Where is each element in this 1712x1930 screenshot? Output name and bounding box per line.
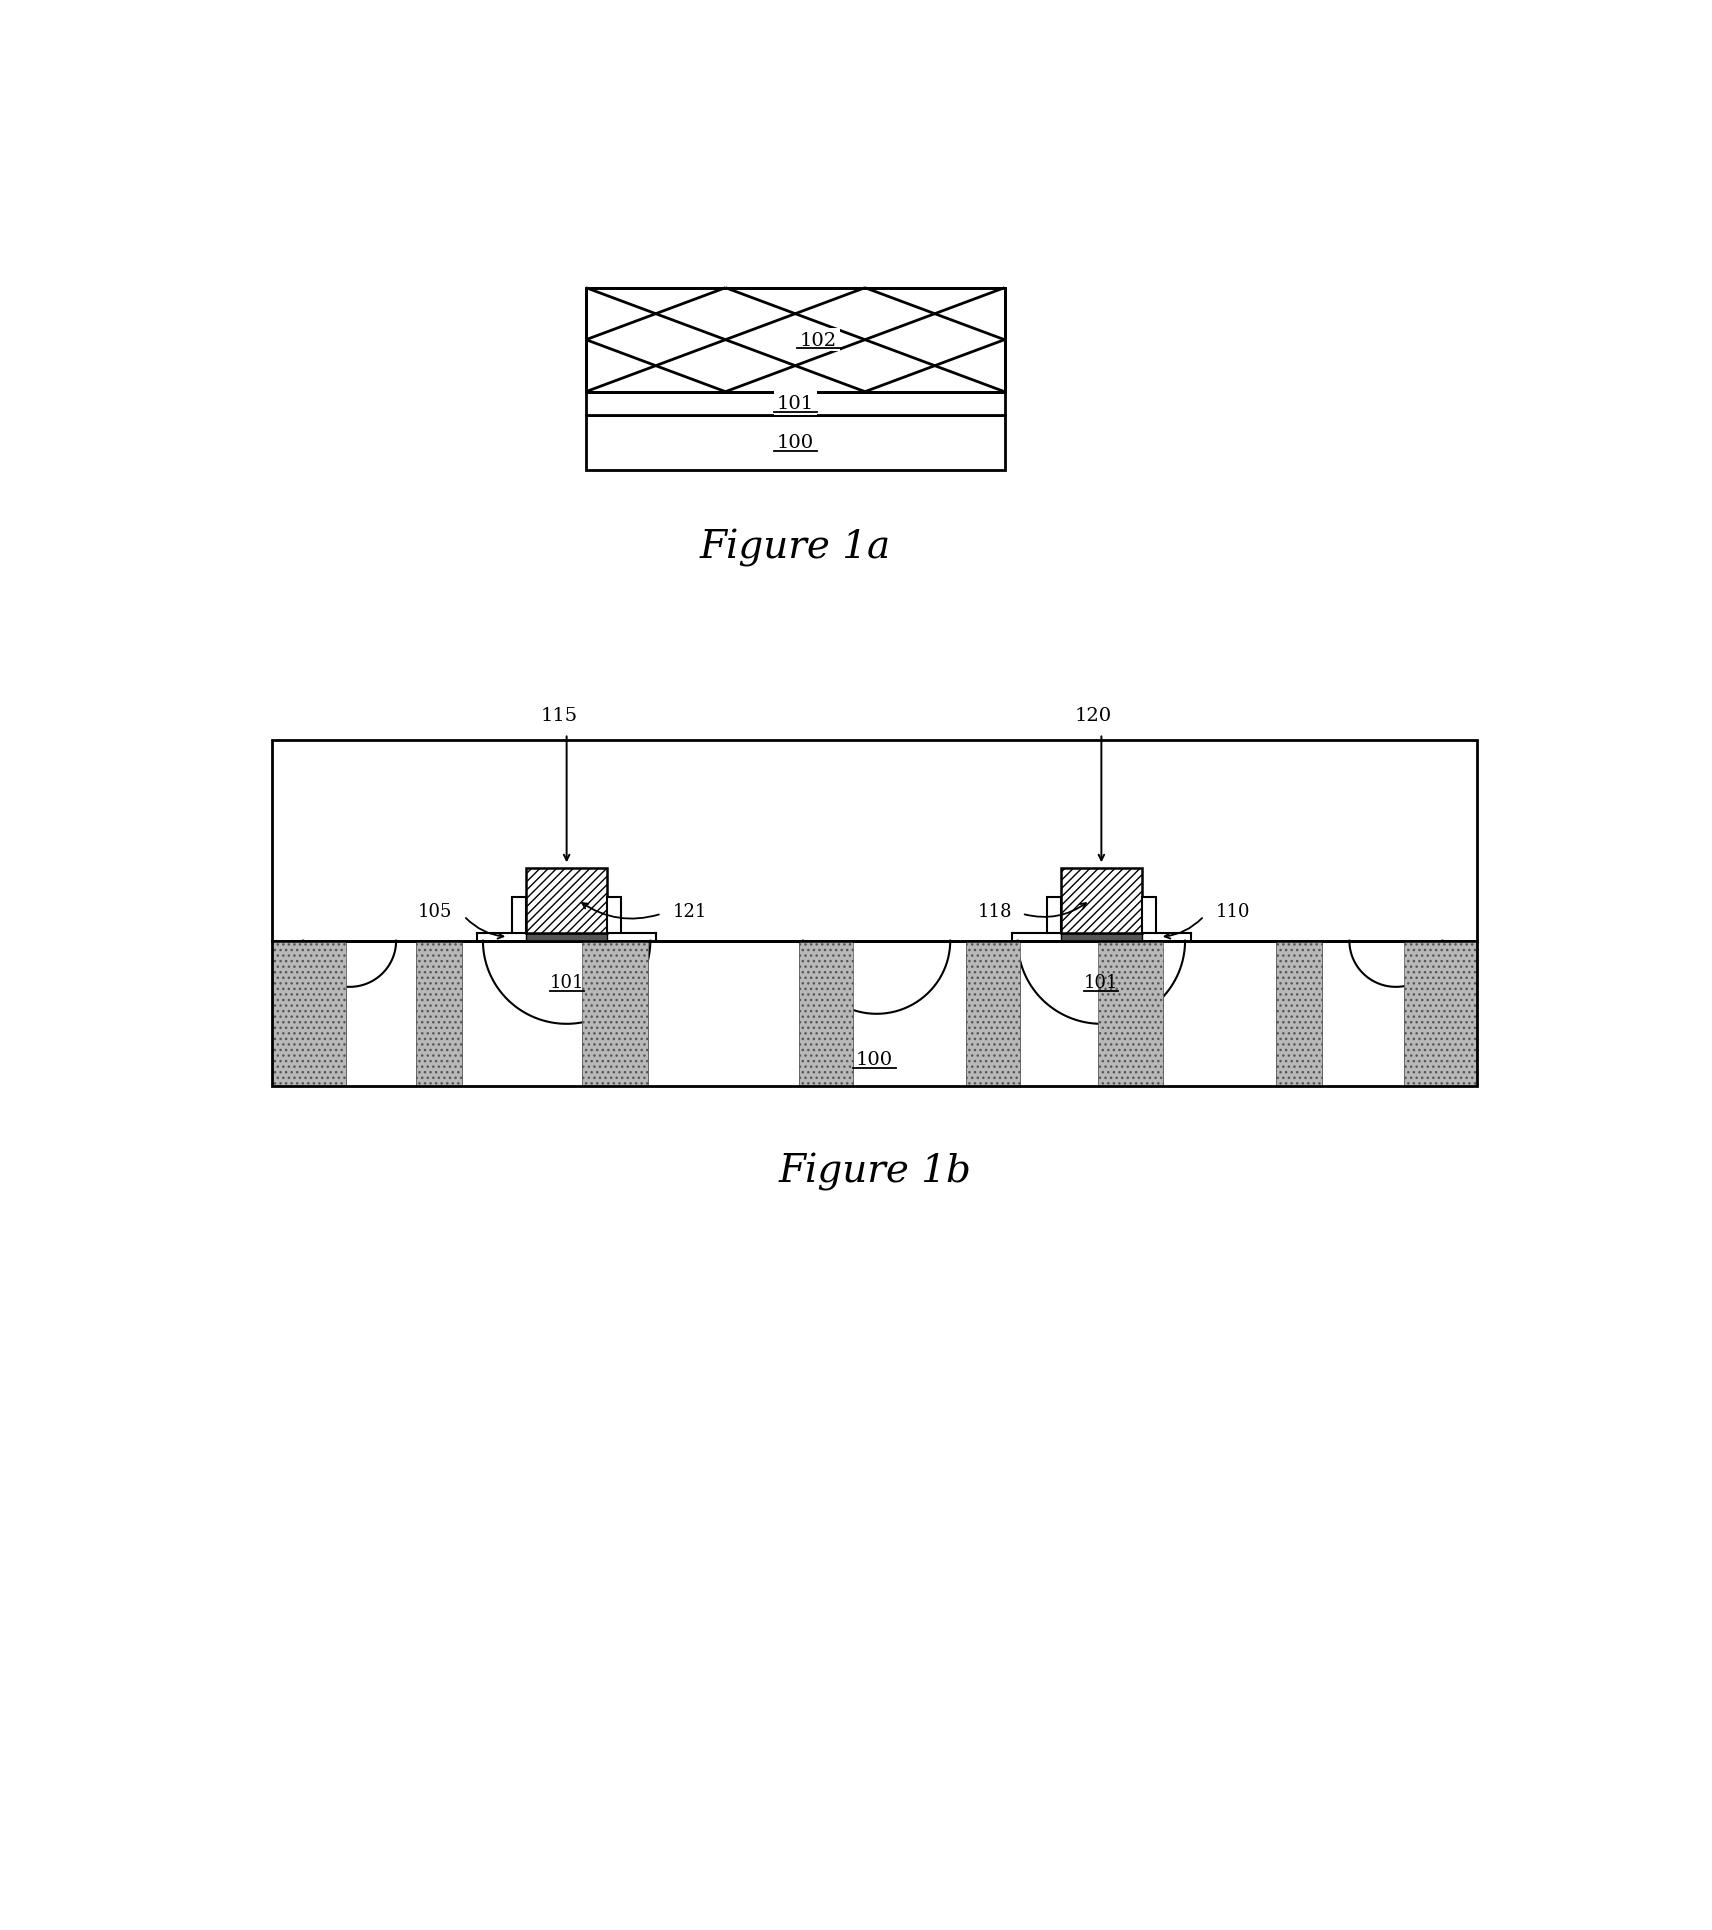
Bar (1061, 934, 1142, 942)
Bar (800, 942, 853, 1087)
Bar (1404, 942, 1477, 1087)
Bar (608, 897, 621, 934)
Text: 101: 101 (1084, 975, 1118, 992)
Bar (272, 741, 1477, 1087)
Text: 115: 115 (541, 706, 577, 724)
Polygon shape (303, 942, 395, 988)
Bar (1061, 868, 1142, 934)
Polygon shape (483, 942, 651, 1025)
Bar (582, 942, 649, 1087)
Bar (586, 392, 1005, 415)
Polygon shape (1349, 942, 1443, 988)
Bar (272, 942, 346, 1087)
Text: 118: 118 (978, 903, 1012, 921)
Bar (416, 942, 462, 1087)
Bar (416, 942, 462, 1087)
Text: 105: 105 (418, 903, 452, 921)
Text: 121: 121 (673, 903, 707, 921)
Polygon shape (803, 942, 950, 1015)
Bar (1097, 942, 1164, 1087)
Bar (586, 415, 1005, 471)
Text: 100: 100 (777, 434, 813, 452)
Bar (586, 290, 1005, 392)
Text: 120: 120 (1075, 706, 1113, 724)
Text: 100: 100 (856, 1050, 894, 1069)
Bar (586, 290, 1005, 392)
Bar (966, 942, 1020, 1087)
Bar (966, 942, 1020, 1087)
Bar (512, 897, 526, 934)
Bar (1275, 942, 1322, 1087)
Bar (1097, 942, 1164, 1087)
Text: Figure 1a: Figure 1a (700, 529, 890, 567)
Bar (582, 942, 649, 1087)
Text: Figure 1b: Figure 1b (779, 1152, 971, 1191)
Bar (1046, 897, 1061, 934)
Bar (526, 868, 608, 934)
Text: 102: 102 (800, 332, 837, 349)
Bar (526, 934, 608, 942)
Bar (272, 942, 346, 1087)
Bar (800, 942, 853, 1087)
Text: 101: 101 (550, 975, 584, 992)
Text: 101: 101 (777, 396, 813, 413)
Text: 110: 110 (1216, 903, 1250, 921)
Bar (1142, 897, 1156, 934)
Bar (272, 741, 1477, 1087)
Bar (1404, 942, 1477, 1087)
Bar (1275, 942, 1322, 1087)
Polygon shape (1017, 942, 1185, 1025)
